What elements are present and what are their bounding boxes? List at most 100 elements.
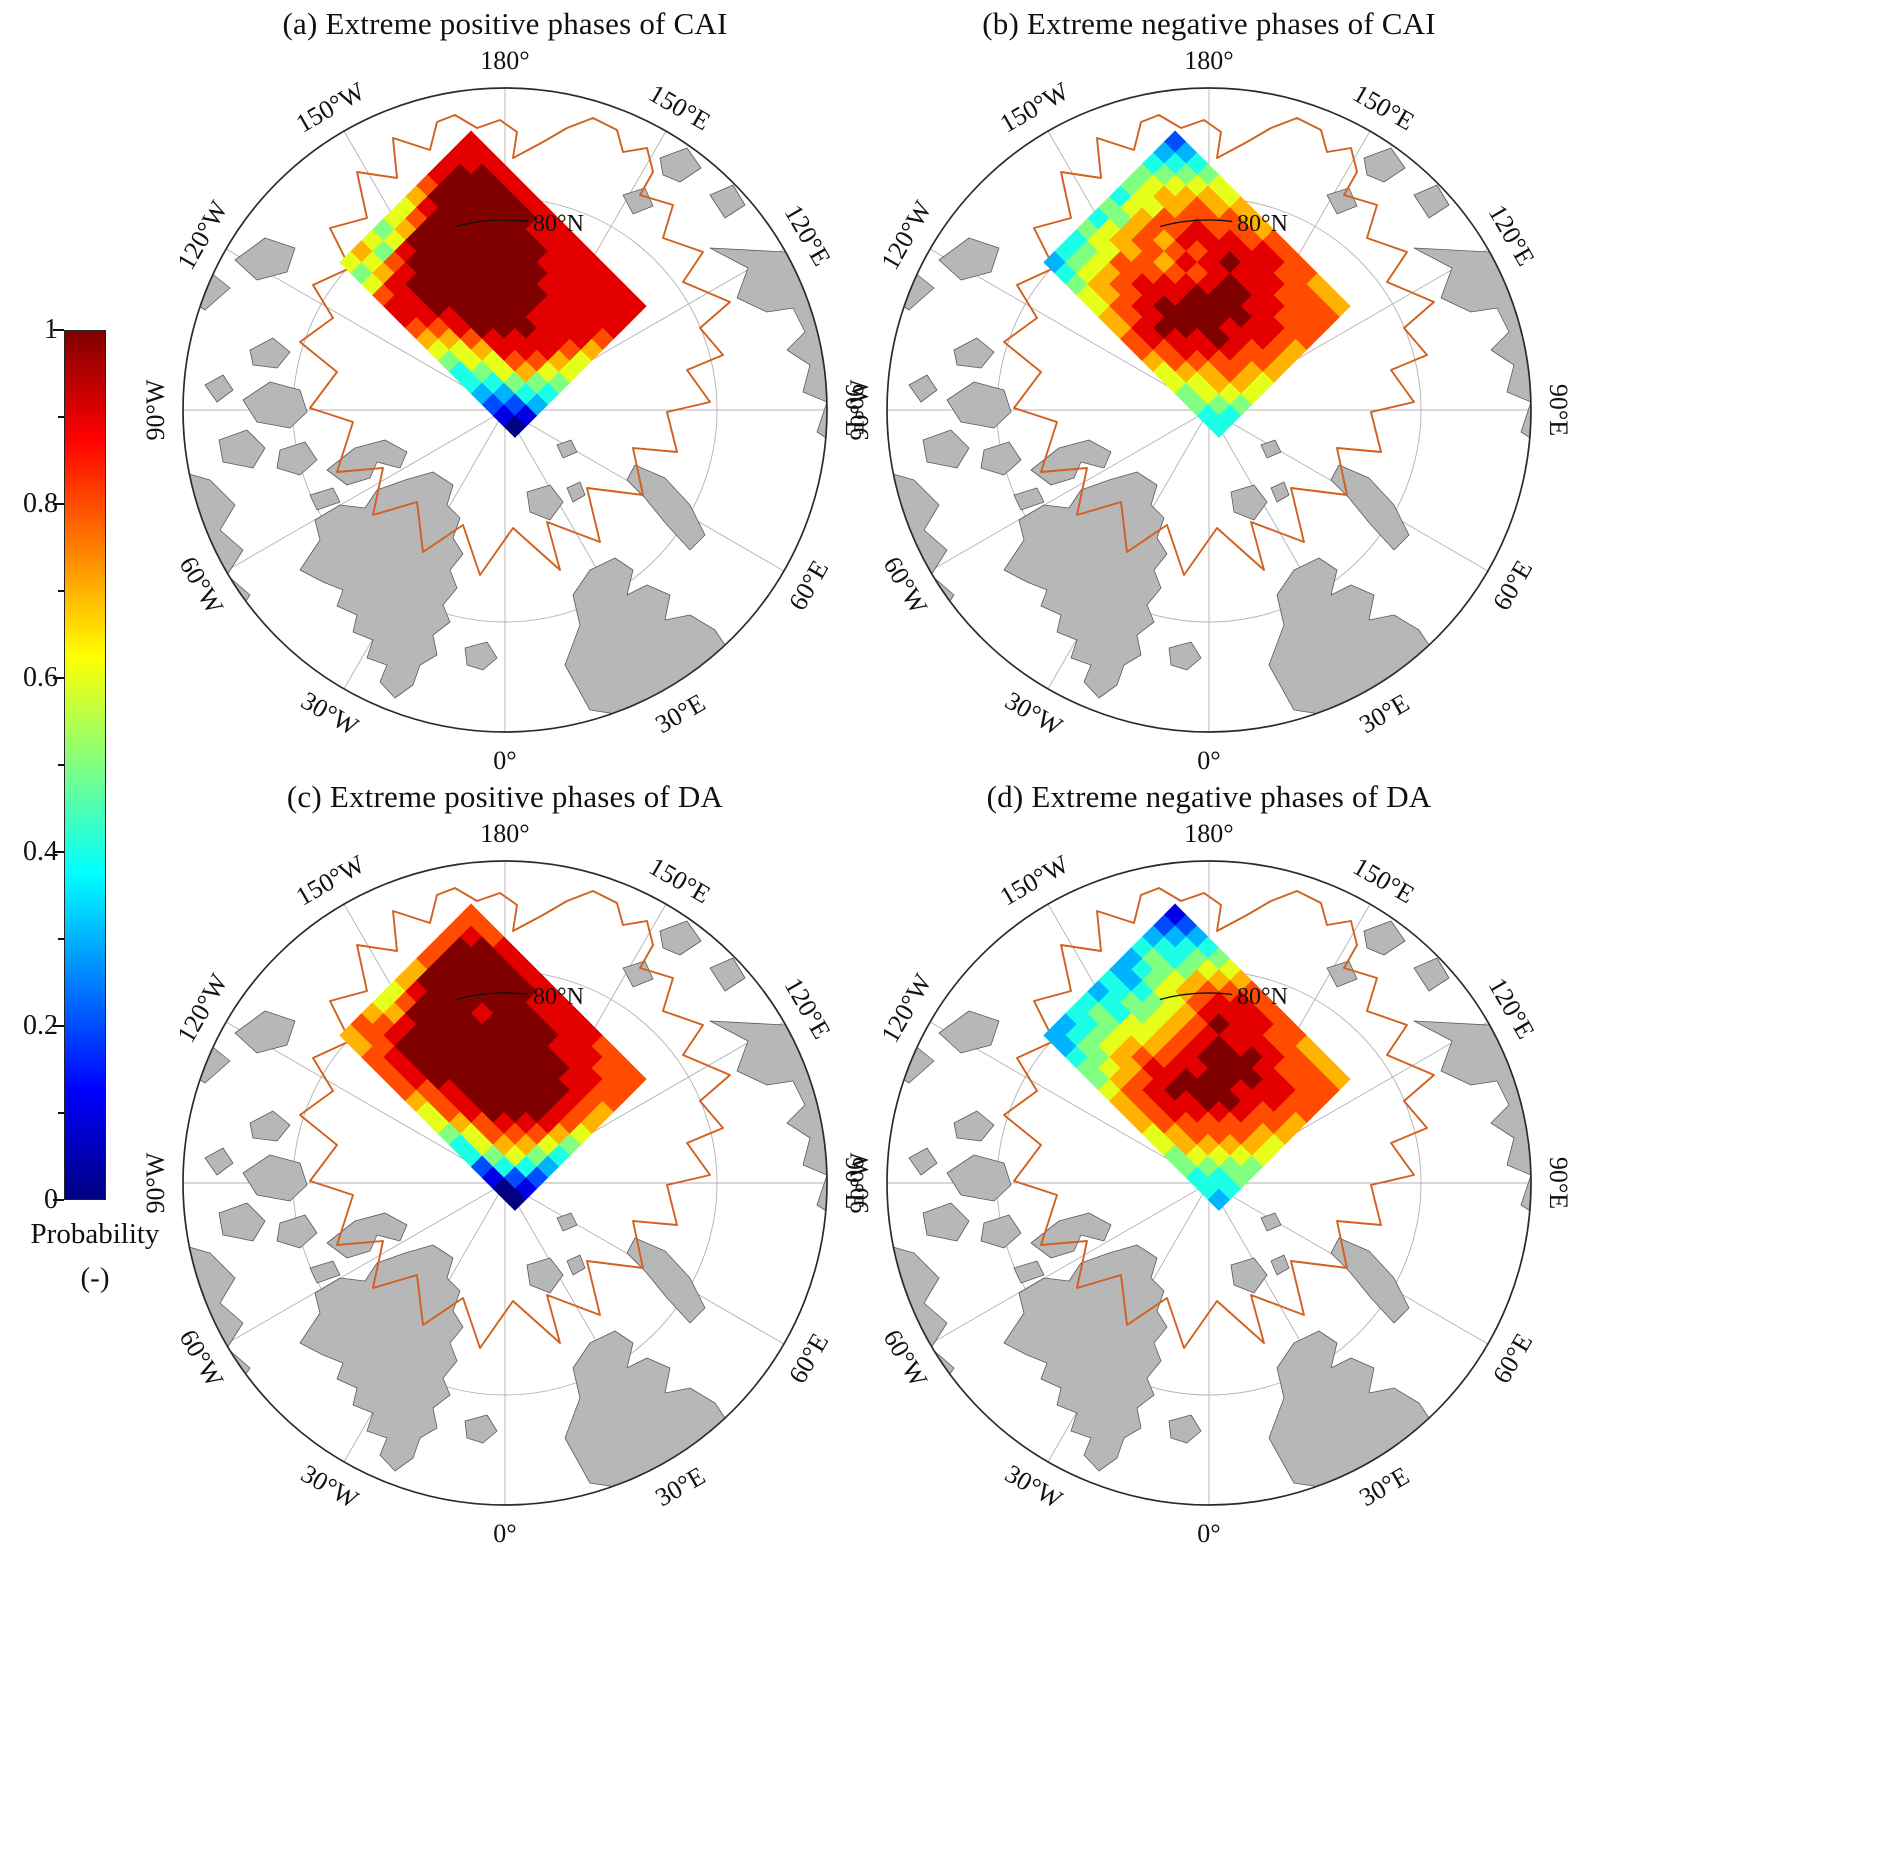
meridian-label: 150°W [291,76,370,138]
colorbar-tick-label: 0.6 [23,662,58,693]
panel-a: (a) Extreme positive phases of CAI 180° 1… [135,0,875,815]
land-shape [1330,464,1410,551]
panel-d: (d) Extreme negative phases of DA 180° 15… [839,773,1579,1588]
meridian-label: 150°W [995,76,1074,138]
land-shape [938,237,1000,281]
latitude-80N-arc [455,992,529,1001]
panel-d-title: (d) Extreme negative phases of DA [986,779,1432,814]
meridian-label: 90°W [845,1152,874,1213]
meridian-label: 90°W [845,379,874,440]
land-shape [464,641,498,671]
latitude-80N-label: 80°N [1237,984,1288,1010]
meridian-label: 30°E [650,1461,710,1512]
meridian-label: 90°E [1544,1157,1573,1209]
meridian-line [929,409,1210,572]
arctic-region-outline [1003,887,1435,1349]
land-shape [1326,187,1358,215]
land-shape [1030,1212,1112,1259]
meridian-label: 180° [1184,46,1233,75]
colorbar-major-tick [53,851,64,853]
latitude-80N-label: 80°N [1237,211,1288,237]
colorbar-tick-label: 1 [44,314,58,345]
land-shape [908,1147,938,1176]
land-shape [626,464,706,551]
meridian-label: 150°E [1348,79,1419,137]
land-shape [183,271,231,311]
meridian-label: 30°E [1354,688,1414,739]
land-shape [938,1010,1000,1054]
land-shape [946,381,1012,429]
map-boundary-circle [886,87,1532,733]
land-shape [1230,484,1268,521]
land-shape [1003,1244,1168,1472]
land-shape [276,441,318,476]
land-shape [1413,957,1450,992]
colorbar-major-tick [53,1199,64,1201]
land-shape [1013,487,1045,511]
colorbar-minor-tick [58,416,64,418]
land-shape [183,1044,231,1084]
land-shape [1260,439,1282,459]
land-shape [326,439,408,486]
meridian-label: 180° [480,819,529,848]
land-shape [249,1110,291,1142]
heatmap-cell [481,1100,505,1124]
land-group [887,920,1531,1494]
land-shape [1268,557,1460,721]
probability-heatmap [339,903,647,1211]
meridian-label: 0° [493,746,516,775]
land-shape [1363,147,1406,183]
meridian-label: 0° [1197,1519,1220,1548]
meridian-label: 180° [480,46,529,75]
meridian-line [929,1182,1210,1345]
land-shape [1013,1260,1045,1284]
meridian-label: 120°W [171,969,233,1048]
meridian-line [225,409,506,572]
land-shape [709,957,746,992]
land-shape [1260,1212,1282,1232]
colorbar-tick-label: 0.4 [23,836,58,867]
land-shape [922,429,970,469]
panel-c: (c) Extreme positive phases of DA 180° 15… [135,773,875,1588]
panel-b: (b) Extreme negative phases of CAI 180° 1… [839,0,1579,815]
land-shape [1168,1414,1202,1444]
heatmap-cell [481,969,505,992]
land-shape [709,247,827,621]
meridian-label: 60°E [1487,1328,1538,1388]
latitude-80N-label: 80°N [533,984,584,1010]
meridian-label: 30°E [1354,1461,1414,1512]
meridian-label: 120°W [875,196,937,275]
land-shape [299,1244,464,1472]
land-shape [659,147,702,183]
map-boundary-circle [182,860,828,1506]
land-shape [980,1214,1022,1249]
probability-heatmap [1043,130,1351,438]
latitude-80N-arc [1159,219,1233,228]
land-shape [709,184,746,219]
meridian-label: 90°E [840,1157,869,1209]
land-shape [234,237,296,281]
land-shape [464,1414,498,1444]
land-shape [1270,1254,1290,1276]
land-shape [1230,1257,1268,1294]
colorbar-label: Probability [30,1218,160,1250]
colorbar-minor-tick [58,590,64,592]
land-shape [526,1257,564,1294]
land-shape [526,484,564,521]
meridian-label: 90°W [141,1152,170,1213]
colorbar-units-label: (-) [80,1262,110,1294]
meridian-label: 120°W [875,969,937,1048]
land-shape [204,1147,234,1176]
colorbar-gradient [64,330,106,1200]
land-shape [234,1010,296,1054]
map-boundary-circle [886,860,1532,1506]
land-shape [922,1202,970,1242]
land-shape [564,557,756,721]
colorbar-tick-label: 0.2 [23,1010,58,1041]
land-shape [218,1202,266,1242]
